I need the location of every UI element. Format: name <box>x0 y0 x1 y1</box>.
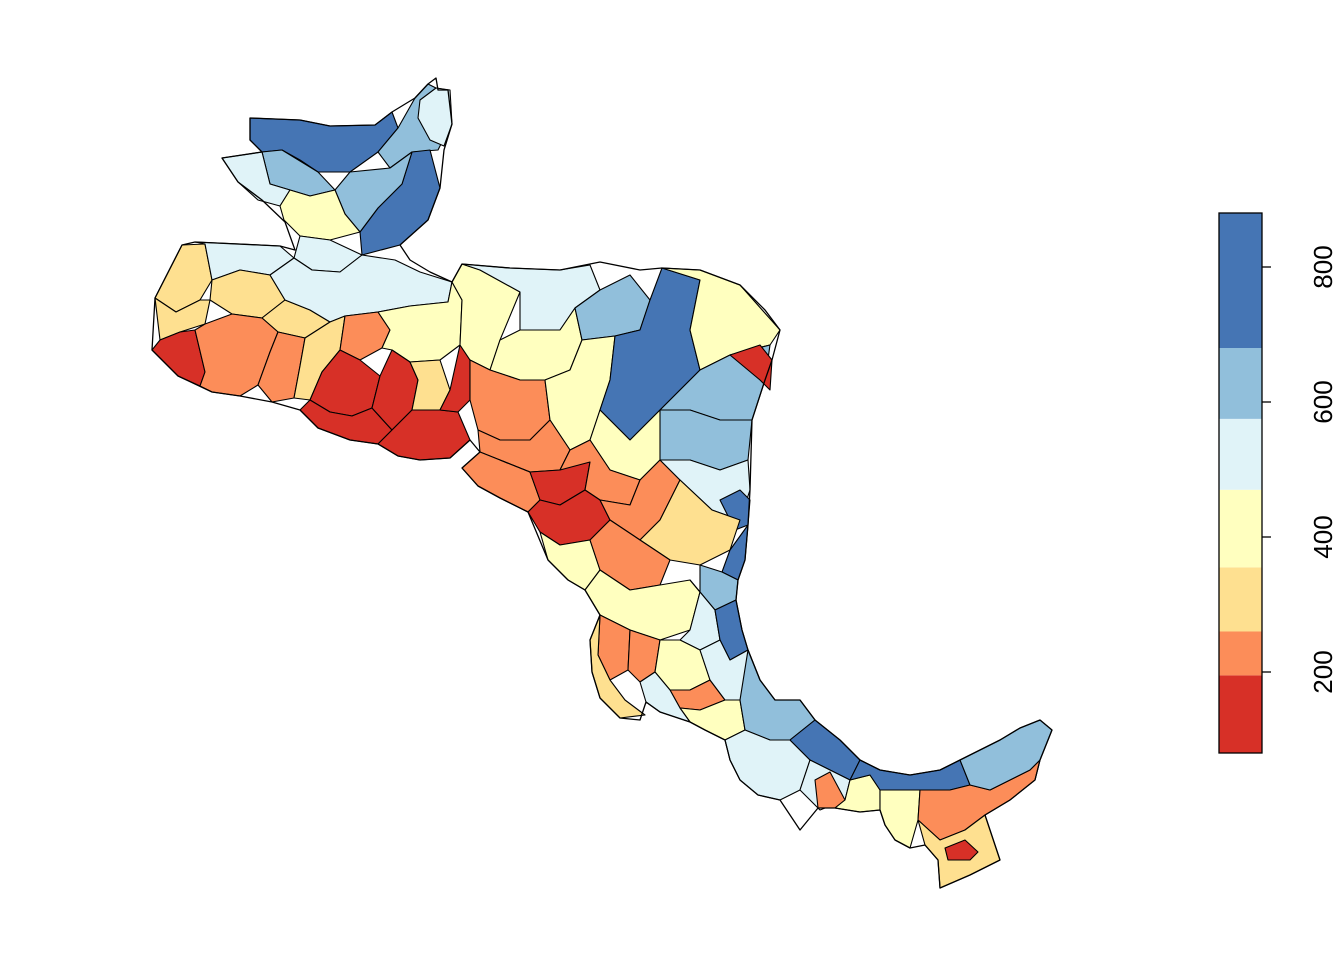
legend-bin-1 <box>1219 631 1262 676</box>
region-chiquimula[interactable] <box>377 281 463 363</box>
legend-tick-label-0: 200 <box>1308 650 1338 693</box>
legend-ticks: 200 400 600 800 <box>1262 245 1338 694</box>
legend-bins <box>1219 213 1262 753</box>
legend-frame <box>1218 212 1263 754</box>
region-matagalpa[interactable] <box>639 479 741 566</box>
map-regions <box>151 83 1053 889</box>
legend-tick-label-2: 600 <box>1308 380 1338 423</box>
legend-tick-label-1: 400 <box>1308 515 1338 558</box>
legend-bin-5 <box>1219 348 1262 419</box>
region-mosquitia-coast[interactable] <box>729 344 773 391</box>
legend-bin-4 <box>1219 418 1262 490</box>
region-darien-east[interactable] <box>944 839 979 861</box>
region-guna-yala[interactable] <box>959 719 1053 791</box>
legend-tick-label-3: 800 <box>1308 245 1338 288</box>
legend-bin-3 <box>1219 489 1262 568</box>
legend-bin-6 <box>1219 213 1262 348</box>
region-los-santos[interactable] <box>879 789 921 849</box>
region-bocas-del-toro[interactable] <box>739 649 816 741</box>
region-alta-verapaz[interactable] <box>279 189 361 241</box>
color-legend: 200 400 600 800 <box>1218 212 1338 754</box>
legend-bin-2 <box>1219 567 1262 632</box>
legend-bin-0 <box>1219 675 1262 753</box>
coastline-outline <box>151 77 1053 889</box>
